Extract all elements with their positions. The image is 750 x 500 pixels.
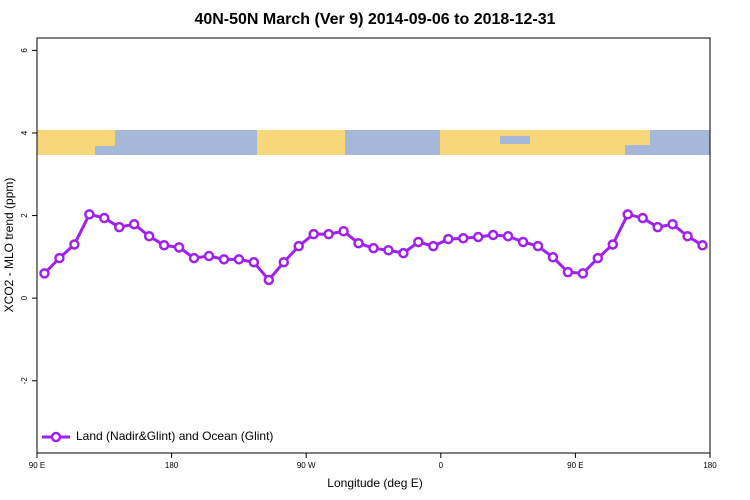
data-point — [308, 228, 319, 240]
data-point — [338, 226, 349, 237]
data-point — [278, 256, 290, 268]
data-point — [697, 240, 708, 251]
data-point — [188, 252, 200, 264]
data-point — [652, 221, 663, 233]
map-band — [37, 130, 710, 155]
data-point — [502, 230, 514, 242]
data-point — [218, 254, 230, 265]
data-point — [368, 242, 379, 254]
data-point — [592, 252, 604, 264]
data-point — [173, 242, 185, 253]
x-tick-label: 180 — [703, 461, 717, 470]
data-point — [143, 230, 155, 242]
data-point — [263, 274, 275, 286]
x-axis-label: Longitude (deg E) — [327, 476, 422, 490]
data-point — [54, 252, 65, 264]
data-point — [637, 212, 648, 224]
data-point — [532, 240, 544, 252]
data-point — [203, 250, 215, 262]
data-point — [84, 209, 95, 220]
data-point — [562, 266, 574, 278]
legend-marker — [50, 431, 62, 443]
data-point — [667, 218, 678, 230]
data-point — [128, 218, 140, 230]
y-tick-label: 4 — [20, 130, 29, 135]
chart-title: 40N-50N March (Ver 9) 2014-09-06 to 2018… — [194, 11, 555, 28]
data-point — [472, 231, 484, 243]
x-tick-label: 90 W — [297, 461, 316, 470]
data-point — [487, 229, 499, 241]
data-point — [383, 244, 394, 256]
data-point — [99, 212, 110, 224]
y-axis-label: XCO2 - MLO trend (ppm) — [2, 178, 16, 313]
data-point — [69, 239, 80, 250]
data-point — [158, 240, 170, 251]
data-point — [428, 240, 439, 252]
x-tick-label: 180 — [165, 461, 179, 470]
data-point — [323, 228, 334, 240]
data-point — [413, 236, 424, 248]
data-point — [248, 256, 260, 268]
data-point — [398, 247, 409, 259]
data-point — [517, 236, 529, 248]
y-tick-label: -2 — [20, 377, 29, 385]
data-point — [353, 237, 364, 249]
y-tick-label: 6 — [20, 48, 29, 53]
data-point — [39, 268, 50, 279]
data-point — [622, 209, 633, 220]
data-point — [607, 239, 619, 250]
plot-frame — [36, 37, 711, 454]
data-point — [547, 252, 559, 263]
data-point — [293, 240, 304, 252]
data-point — [457, 233, 469, 244]
x-tick-label: 0 — [439, 461, 444, 470]
data-point — [114, 221, 125, 233]
data-point — [682, 230, 693, 242]
x-tick-label: 90 E — [29, 461, 45, 470]
data-point — [443, 233, 454, 245]
data-point — [233, 254, 245, 265]
legend-label: Land (Nadir&Glint) and Ocean (Glint) — [76, 429, 273, 443]
y-tick-label: 0 — [20, 295, 29, 300]
data-point — [577, 268, 589, 279]
x-tick-label: 90 E — [567, 461, 583, 470]
y-tick-label: 2 — [20, 213, 29, 218]
